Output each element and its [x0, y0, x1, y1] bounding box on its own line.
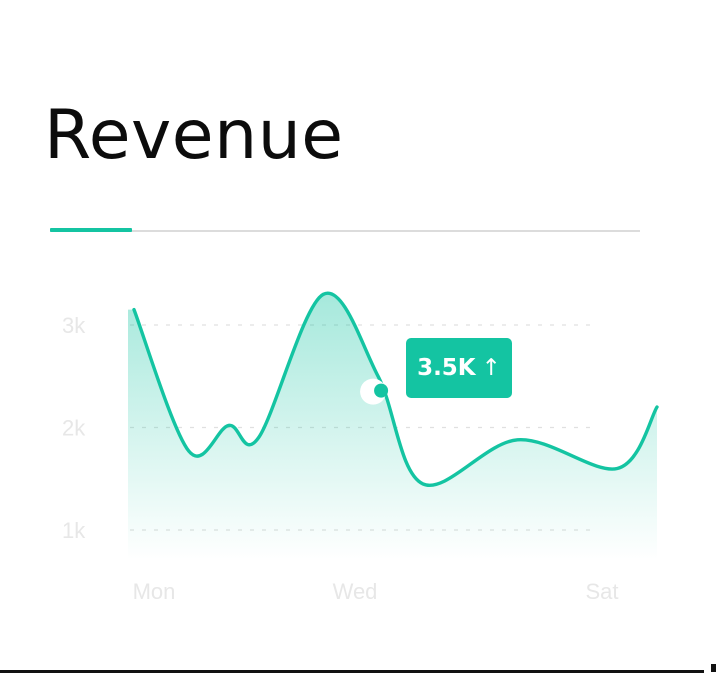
x-tick-label: Sat [585, 579, 618, 604]
title-divider-accent [50, 228, 132, 232]
y-tick-label: 2k [62, 416, 86, 441]
trend-up-icon: ↑ [481, 355, 501, 381]
y-tick-label: 3k [62, 313, 86, 338]
y-tick-label: 1k [62, 518, 86, 543]
revenue-line [132, 291, 659, 487]
x-tick-label: Wed [333, 579, 378, 604]
revenue-area [128, 293, 657, 560]
title-divider [50, 230, 640, 232]
bottom-border [0, 670, 704, 673]
highlight-point[interactable] [374, 383, 389, 398]
tooltip-value: 3.5K [417, 355, 476, 381]
bottom-corner-mark [711, 664, 716, 672]
x-tick-label: Mon [133, 579, 176, 604]
page-title: Revenue [44, 96, 344, 175]
value-tooltip: 3.5K ↑ [406, 338, 512, 398]
